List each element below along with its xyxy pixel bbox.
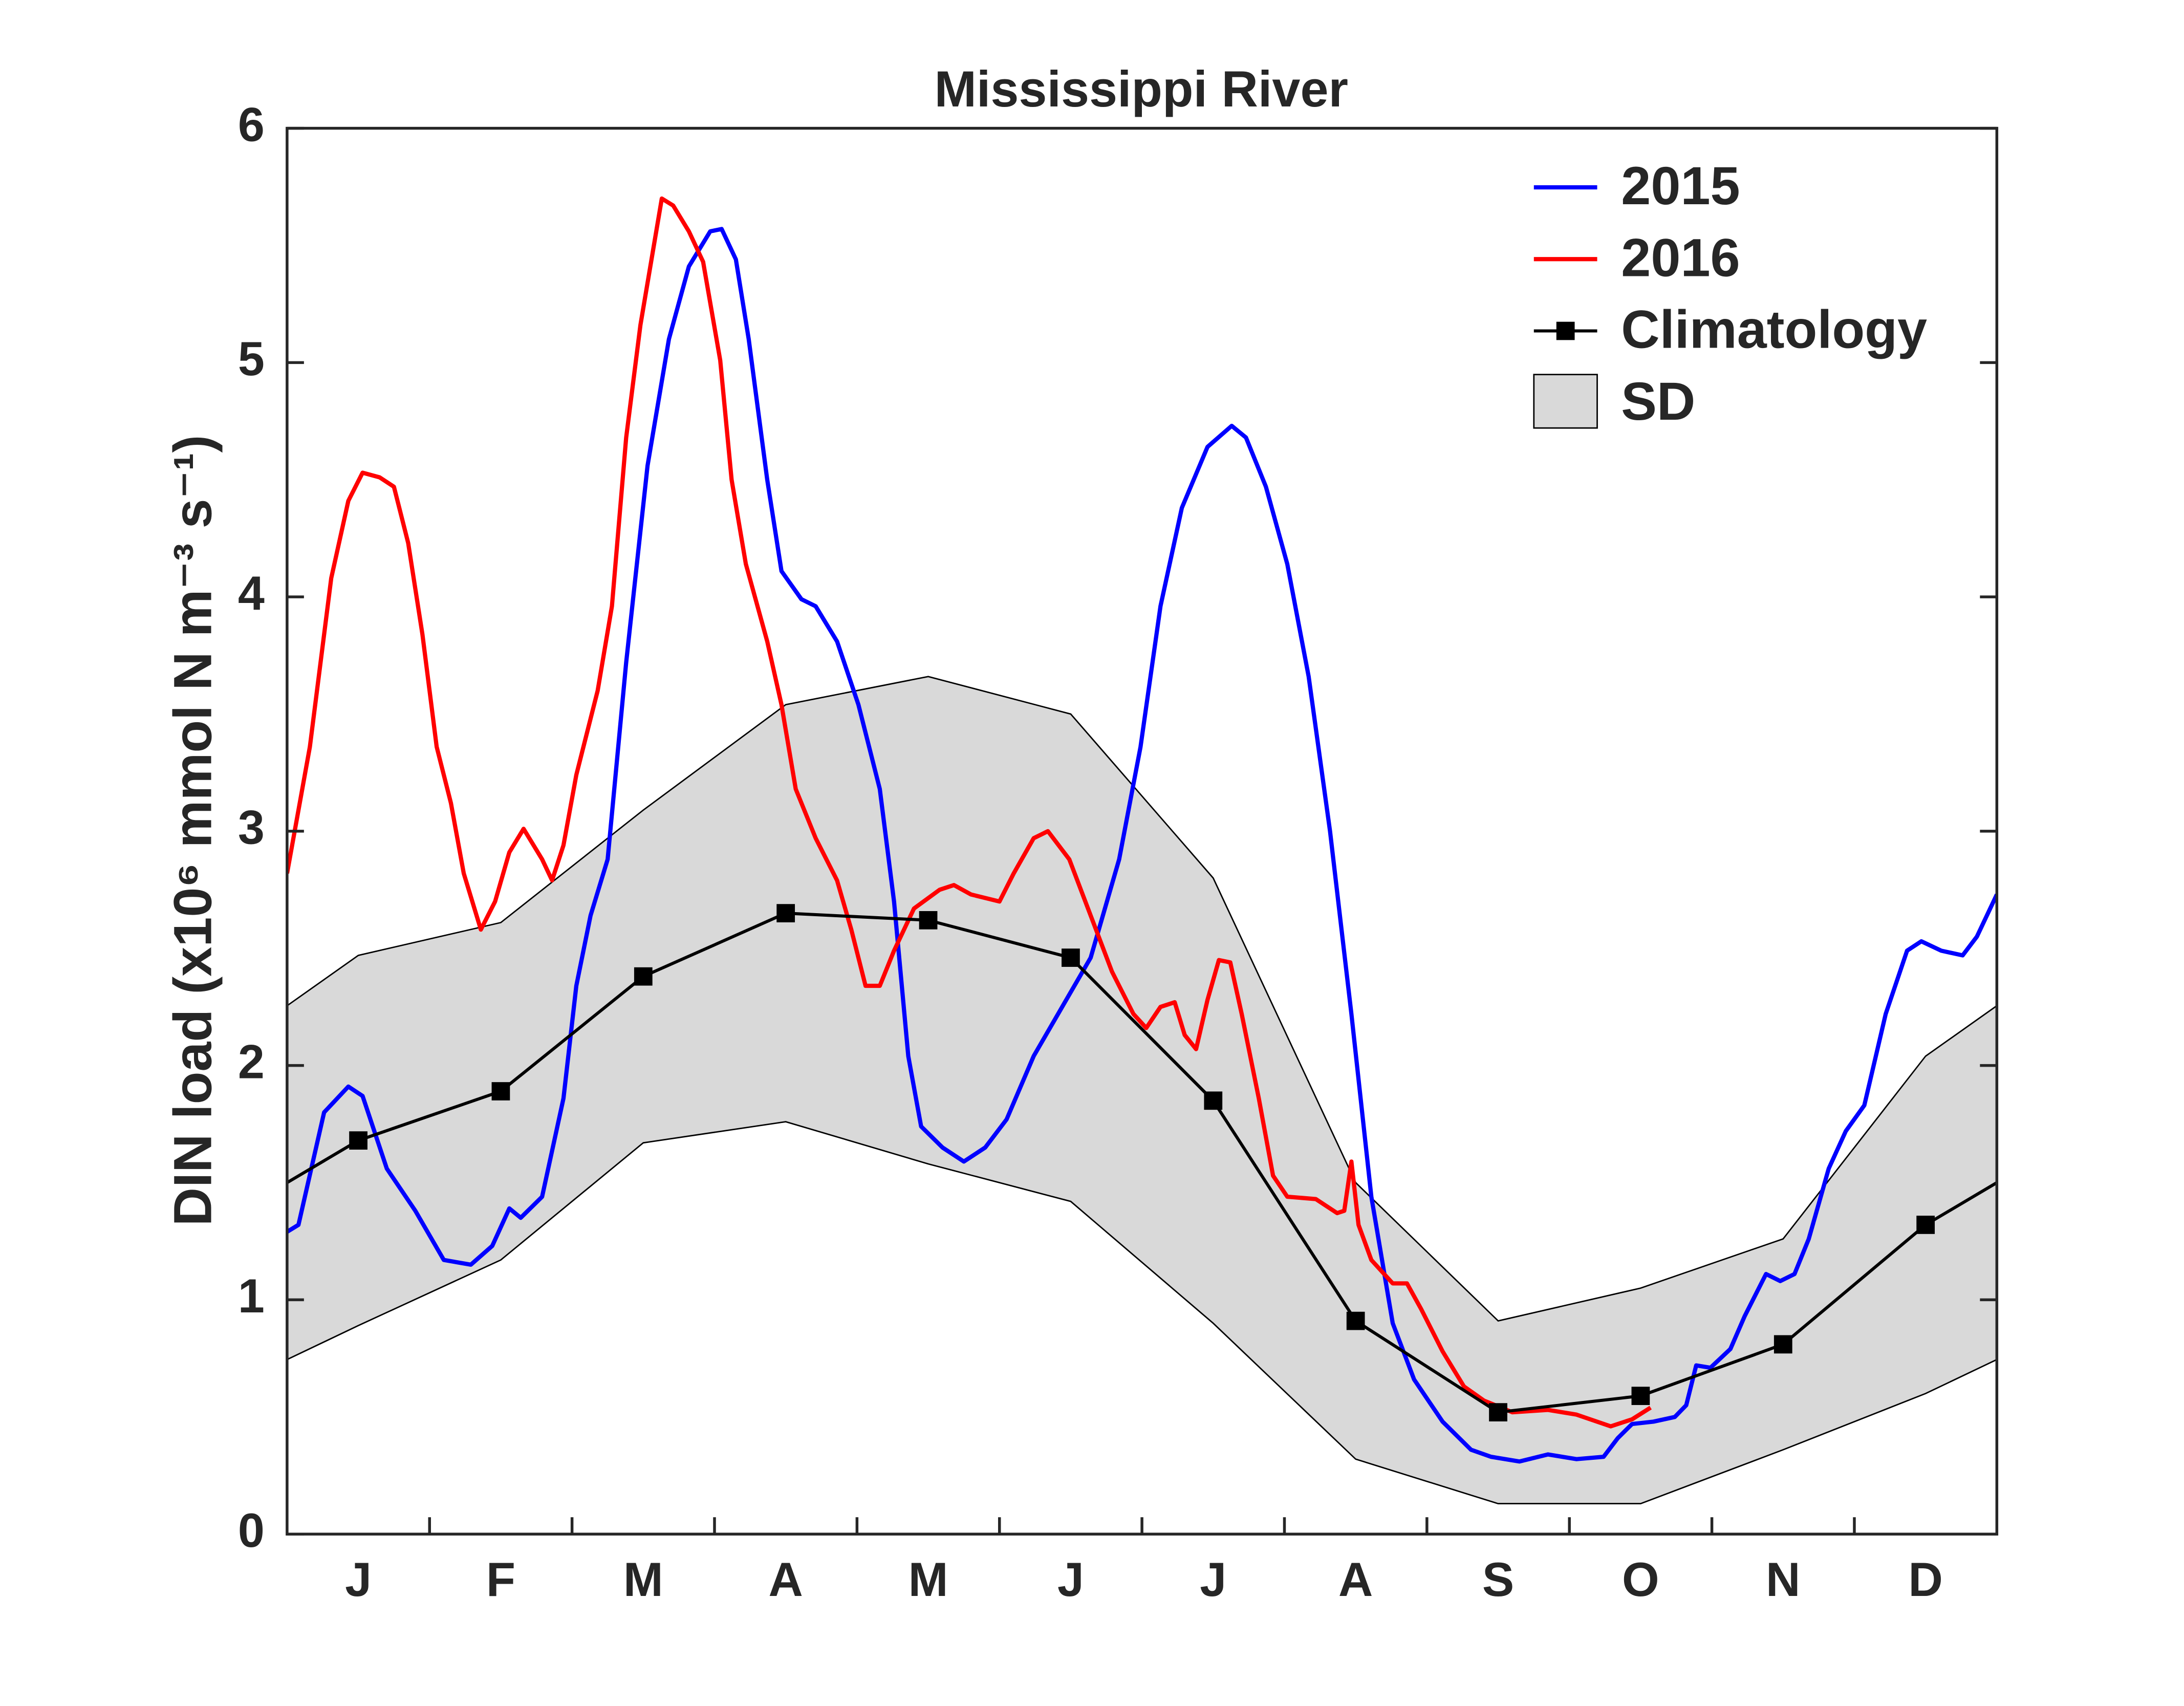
y-tick-label: 1: [238, 1269, 265, 1323]
x-tick-label: J: [1057, 1552, 1084, 1606]
x-tick-label: N: [1766, 1552, 1801, 1606]
legend-label: Climatology: [1621, 300, 1927, 360]
legend-label: 2016: [1621, 228, 1740, 288]
legend-label: 2015: [1621, 156, 1740, 216]
legend-label: SD: [1621, 372, 1695, 431]
legend: 2015 2016 Climatology SD: [1533, 156, 1927, 431]
climatology-line: [287, 912, 1997, 1414]
y-tick-label: 2: [238, 1034, 265, 1088]
y-tick-label: 4: [238, 566, 265, 620]
climatology-marker: [1774, 1335, 1792, 1354]
legend-marker: [1556, 321, 1575, 340]
chart-title: Mississippi River: [934, 60, 1348, 117]
climatology-marker: [634, 967, 653, 986]
climatology-marker: [1062, 948, 1080, 967]
y-tick-label: 3: [238, 801, 265, 854]
y-tick-label: 0: [238, 1503, 265, 1557]
climatology-marker: [919, 911, 938, 930]
y-tick-label: 6: [238, 97, 265, 151]
x-tick-label: A: [768, 1552, 803, 1606]
x-tick-label: O: [1622, 1552, 1659, 1606]
x-tick-label: M: [623, 1552, 663, 1606]
x-tick-label: F: [486, 1552, 515, 1606]
legend-swatch: [1533, 374, 1598, 429]
climatology-marker: [349, 1131, 367, 1150]
climatology-marker: [1204, 1091, 1223, 1110]
sd-band: [287, 676, 1997, 1504]
climatology-marker: [776, 904, 795, 922]
x-tick-label: M: [909, 1552, 948, 1606]
climatology-marker: [1916, 1216, 1935, 1234]
y-axis-label: DIN load (x10⁶ mmol N m⁻³ s⁻¹): [163, 435, 223, 1226]
sd-lower: [287, 1121, 1997, 1505]
axes: 0 1 2 3 4 5 6 J F M A M J J A S O N D: [238, 97, 1999, 1606]
x-tick-label: D: [1908, 1552, 1943, 1606]
climatology-marker: [1489, 1403, 1507, 1422]
series-line: [287, 227, 1997, 1464]
y-tick-label: 5: [238, 332, 265, 385]
x-tick-label: J: [1200, 1552, 1226, 1606]
plot-area: [287, 196, 1997, 1505]
series-line: [287, 196, 1652, 1429]
climatology-marker: [1631, 1387, 1650, 1405]
x-tick-label: A: [1338, 1552, 1373, 1606]
climatology-marker: [491, 1082, 510, 1100]
x-tick-label: S: [1482, 1552, 1514, 1606]
climatology-marker: [1346, 1311, 1365, 1330]
x-tick-label: J: [345, 1552, 372, 1606]
sd-upper: [287, 676, 1997, 1322]
